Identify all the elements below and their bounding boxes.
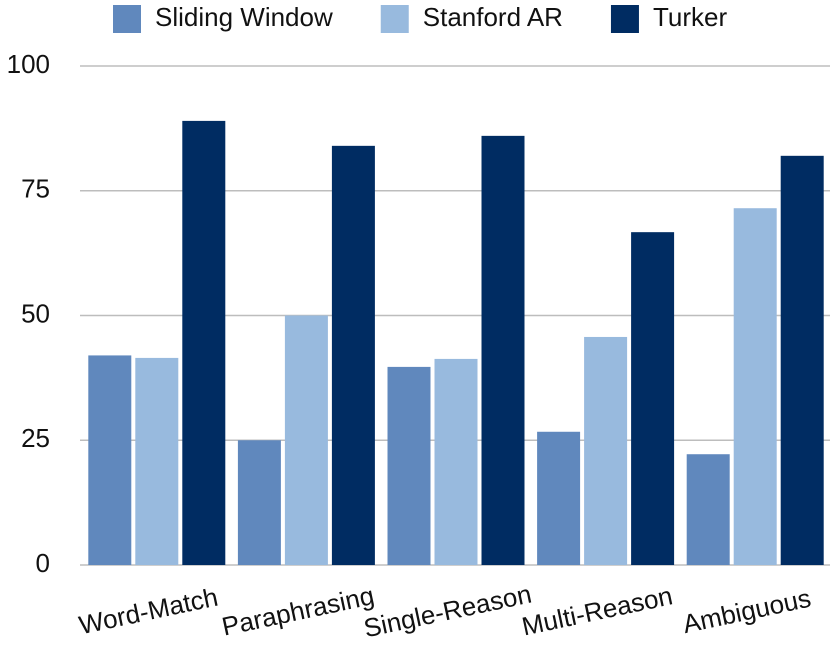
x-tick-label: Multi-Reason [519, 580, 675, 641]
legend-swatch [113, 5, 141, 33]
legend-swatch [610, 5, 639, 33]
bar [331, 145, 375, 565]
legend-label: Sliding Window [155, 2, 333, 32]
bar [584, 336, 628, 565]
bar [135, 357, 179, 565]
x-tick-label: Word-Match [76, 582, 220, 641]
legend-label: Stanford AR [423, 2, 563, 32]
y-tick-label: 0 [36, 548, 50, 578]
bar [537, 431, 581, 565]
bar [237, 440, 281, 565]
legend-label: Turker [653, 2, 727, 32]
bar [387, 366, 431, 565]
y-tick-label: 75 [21, 174, 50, 204]
x-tick-label: Paraphrasing [219, 580, 377, 641]
bar [88, 355, 132, 565]
bar [284, 315, 328, 565]
bar [733, 208, 777, 565]
y-tick-label: 25 [21, 423, 50, 453]
x-tick-label: Single-Reason [361, 579, 534, 644]
bar [780, 155, 824, 565]
y-tick-label: 100 [7, 49, 50, 79]
bar [182, 120, 226, 565]
x-tick-label: Ambiguous [680, 583, 813, 639]
y-tick-label: 50 [21, 298, 50, 328]
bar [481, 135, 525, 566]
bar [434, 358, 478, 565]
legend-swatch [380, 5, 409, 33]
bar [631, 232, 675, 566]
bar [686, 454, 730, 565]
